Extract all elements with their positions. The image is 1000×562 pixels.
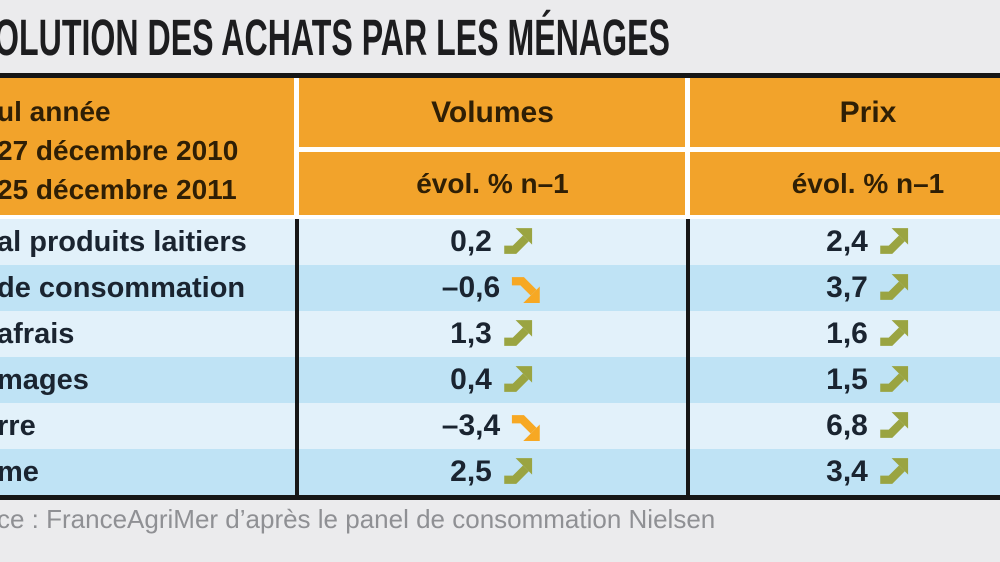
trend-down-icon [512,276,541,303]
period-line-3: 25 décembre 2011 [0,174,237,205]
trend-up-icon [503,457,532,484]
value-volumes: –3,4 [442,403,542,449]
value-number: 2,5 [450,455,492,488]
value-volumes: 0,2 [450,219,534,265]
value-number: 0,4 [450,363,492,396]
row-label: rre [0,410,36,442]
value-number: 0,2 [450,225,492,258]
value-prix: 1,5 [826,357,910,403]
value-volumes: 0,4 [450,357,534,403]
trend-down-icon [512,414,541,441]
row-label: de consommation [0,272,246,304]
row-label: al produits laitiers [0,226,247,258]
period-header-cell: ul année 27 décembre 2010 25 décembre 20… [0,92,297,209]
value-number: –0,6 [441,271,501,304]
value-number: 2,4 [826,225,868,258]
trend-up-icon [503,365,532,392]
body-divider-1 [295,219,299,495]
header-divider-1 [294,78,299,215]
period-line-1: ul année [0,96,111,127]
value-prix: 2,4 [826,219,910,265]
trend-up-icon [879,227,908,254]
table-top-border [0,73,1000,78]
header-bottom-gap [0,215,1000,219]
table-bottom-border [0,495,1000,500]
table-rows: al produits laitiers 0,2 2,4 de consommatio… [0,219,1000,495]
trend-up-icon [503,227,532,254]
value-prix: 3,4 [826,449,910,495]
column-header-prix: Prix [839,96,897,129]
row-label: me [0,456,39,488]
trend-up-icon [879,319,908,346]
table-row: al produits laitiers 0,2 2,4 [0,219,1000,265]
value-volumes: –0,6 [442,265,542,311]
value-number: –3,4 [441,409,501,442]
source-caption: ce : FranceAgriMer d’après le panel de c… [0,504,716,534]
table-row: mages 0,4 1,5 [0,357,1000,403]
trend-up-icon [879,365,908,392]
subheader-prix-evol: évol. % n–1 [791,168,945,199]
value-prix: 1,6 [826,311,910,357]
value-number: 1,5 [826,363,868,396]
header-subrow-divider [294,147,1000,152]
period-line-2: 27 décembre 2010 [0,135,239,166]
figure-title: OLUTION DES ACHATS PAR LES MÉNAGES [0,9,670,66]
trend-up-icon [503,319,532,346]
column-header-volumes: Volumes [431,96,554,129]
body-divider-2 [686,219,690,495]
value-volumes: 2,5 [450,449,534,495]
table-header-band [0,78,1000,215]
trend-up-icon [879,273,908,300]
value-number: 6,8 [826,409,868,442]
row-label: afrais [0,318,75,350]
table-row: de consommation –0,6 3,7 [0,265,1000,311]
value-number: 3,7 [826,271,868,304]
value-number: 1,3 [450,317,492,350]
table-row: me 2,5 3,4 [0,449,1000,495]
value-prix: 3,7 [826,265,910,311]
trend-up-icon [879,411,908,438]
table-row: rre –3,4 6,8 [0,403,1000,449]
value-prix: 6,8 [826,403,910,449]
value-number: 1,6 [826,317,868,350]
subheader-volumes-evol: évol. % n–1 [416,168,569,199]
row-label: mages [0,364,89,396]
header-divider-2 [685,78,690,215]
table-row: afrais 1,3 1,6 [0,311,1000,357]
value-number: 3,4 [826,455,868,488]
trend-up-icon [879,457,908,484]
value-volumes: 1,3 [450,311,534,357]
